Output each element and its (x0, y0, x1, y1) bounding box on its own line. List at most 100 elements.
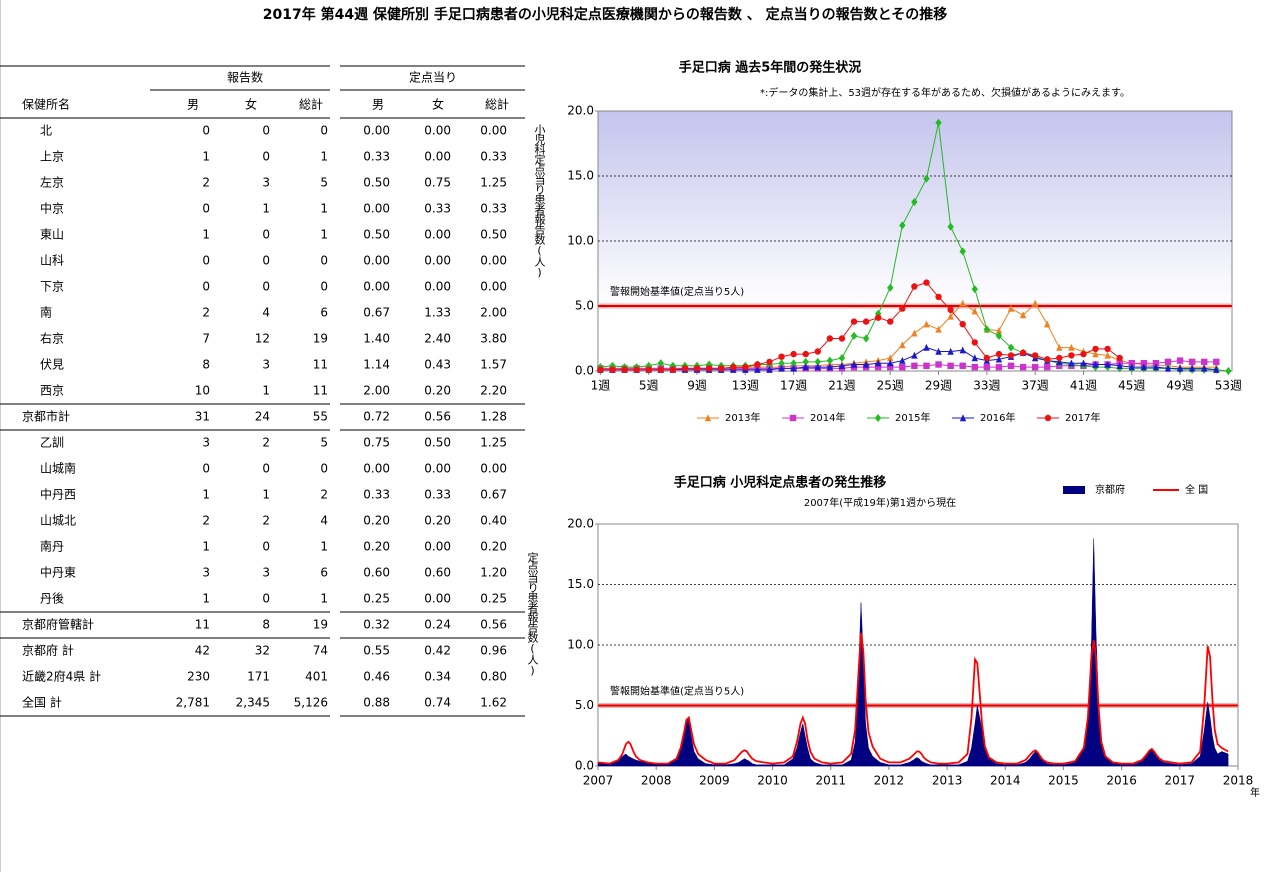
marker (850, 360, 858, 368)
cell: 0 (202, 462, 210, 476)
marker (874, 414, 882, 422)
marker (1152, 360, 1160, 367)
marker (1056, 358, 1063, 366)
cell: 1 (320, 592, 328, 606)
cell: 0 (202, 254, 210, 268)
legend-label: 全 国 (1185, 483, 1208, 496)
marker (995, 363, 1003, 371)
row-name: 乙訓 (40, 435, 64, 450)
cell: 3 (262, 358, 270, 372)
cell: 0.46 (363, 670, 390, 684)
marker (1019, 349, 1027, 356)
row-name: 下京 (40, 280, 64, 294)
marker (899, 305, 906, 312)
marker (814, 348, 821, 355)
marker (862, 360, 870, 368)
marker (802, 350, 809, 358)
marker (1140, 363, 1148, 371)
x-tick-label: 1週 (591, 379, 611, 393)
series-line (600, 347, 1217, 371)
marker (911, 198, 918, 206)
x-tick-label: 2016 (1106, 774, 1137, 788)
x-tick-label: 2007 (583, 774, 614, 788)
cell: 2 (320, 488, 328, 502)
cell: 0.56 (480, 618, 507, 632)
cell: 1 (320, 150, 328, 164)
cell: 32 (255, 644, 270, 658)
cell: 0.67 (480, 488, 507, 502)
marker (959, 321, 966, 328)
cell: 0.00 (424, 228, 451, 242)
cell: 0.42 (424, 644, 451, 658)
cell: 0.33 (424, 488, 451, 502)
chart-title: 手足口病 過去5年間の発生状況 (679, 60, 862, 76)
cell: 0.00 (363, 202, 390, 216)
marker (1044, 320, 1051, 328)
marker (1104, 345, 1111, 353)
marker (669, 366, 677, 373)
column-header: 女 (432, 97, 444, 112)
legend-label: 2016年 (980, 411, 1015, 424)
row-name: 南丹 (40, 539, 64, 554)
marker (1092, 350, 1099, 358)
marker (669, 361, 677, 370)
series-line (597, 632, 1229, 765)
cell: 2,781 (176, 696, 210, 710)
column-header: 女 (245, 97, 257, 112)
cell: 2 (202, 514, 210, 528)
cell: 0 (202, 202, 210, 216)
cell: 171 (247, 670, 270, 684)
x-tick-label: 17週 (780, 379, 807, 393)
y-axis-label: 小児科定点当り患者報告数(人) (533, 124, 546, 278)
marker (1031, 363, 1039, 371)
marker (645, 366, 652, 373)
marker (778, 359, 785, 368)
cell: 0 (262, 124, 270, 138)
cell: 0.33 (363, 488, 390, 502)
marker (1213, 366, 1220, 373)
cell: 5 (320, 176, 328, 190)
marker (1080, 350, 1087, 358)
cell: 0.34 (424, 670, 451, 684)
page-title: 2017年 第44週 保健所別 手足口病患者の小児科定点医療機関からの報告数 、… (263, 6, 947, 23)
y-axis-label: 定点当り患者報告数(人) (526, 551, 539, 676)
marker (911, 329, 918, 337)
marker (923, 362, 930, 369)
marker (874, 363, 882, 371)
row-name: 伏見 (40, 358, 64, 372)
cell: 0.25 (363, 592, 390, 606)
cell: 5 (320, 436, 328, 450)
row-name: 左京 (40, 175, 64, 190)
cell: 42 (195, 644, 210, 658)
marker (1031, 352, 1039, 359)
group-header: 定点当り (409, 70, 457, 85)
cell: 0 (320, 280, 328, 294)
marker (802, 357, 809, 366)
cell: 0.32 (363, 618, 390, 632)
cell: 0.72 (363, 410, 390, 424)
cell: 0.20 (424, 384, 451, 398)
x-tick-label: 53週 (1215, 379, 1242, 393)
row-name: 北 (40, 124, 52, 138)
cell: 0.00 (424, 280, 451, 294)
threshold-label: 警報開始基準値(定点当り5人) (610, 285, 744, 298)
marker (1176, 357, 1184, 364)
marker (1056, 343, 1063, 351)
cell: 1.28 (480, 410, 507, 424)
row-name: 南 (40, 305, 52, 320)
marker (995, 350, 1003, 358)
cell: 0.20 (363, 540, 390, 554)
x-tick-label: 2009 (699, 774, 730, 788)
legend-label: 2013年 (725, 411, 760, 424)
cell: 1 (320, 540, 328, 554)
marker (935, 347, 942, 355)
x-axis-label: 年 (1250, 786, 1260, 799)
marker (790, 359, 797, 368)
cell: 2 (262, 436, 270, 450)
cell: 1.62 (480, 696, 507, 710)
marker (899, 221, 906, 230)
row-name: 東山 (40, 228, 64, 242)
cell: 2.20 (480, 384, 507, 398)
marker (947, 222, 954, 231)
y-tick-label: 20.0 (567, 104, 594, 118)
